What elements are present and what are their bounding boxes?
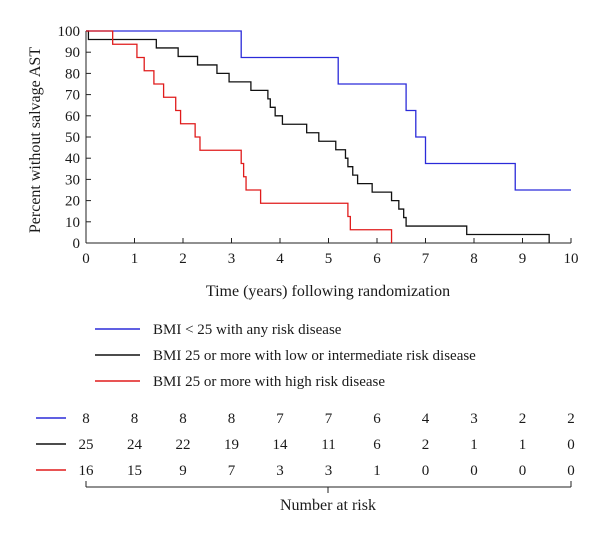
y-tick-label: 40 bbox=[65, 151, 80, 167]
risk-count: 7 bbox=[325, 411, 333, 427]
risk-count: 14 bbox=[273, 437, 289, 453]
risk-count: 0 bbox=[519, 463, 527, 479]
axes bbox=[85, 31, 571, 244]
x-tick-label: 9 bbox=[519, 251, 527, 267]
y-tick-label: 30 bbox=[65, 172, 80, 188]
legend-label-bmi-25-high: BMI 25 or more with high risk disease bbox=[153, 374, 385, 390]
x-tick-label: 10 bbox=[564, 251, 579, 267]
x-axis-title: Time (years) following randomization bbox=[206, 283, 450, 300]
x-tick-label: 2 bbox=[179, 251, 187, 267]
risk-count: 1 bbox=[470, 437, 478, 453]
risk-count: 0 bbox=[567, 437, 575, 453]
risk-count: 7 bbox=[228, 463, 236, 479]
y-tick-label: 10 bbox=[65, 215, 80, 231]
risk-count: 2 bbox=[519, 411, 527, 427]
risk-count: 6 bbox=[373, 437, 381, 453]
risk-count: 2 bbox=[422, 437, 430, 453]
x-ticks: 0 1 2 3 4 5 6 7 8 9 10 bbox=[82, 238, 579, 267]
y-tick-label: 50 bbox=[65, 130, 80, 146]
risk-count: 3 bbox=[276, 463, 284, 479]
risk-count: 16 bbox=[79, 463, 95, 479]
y-tick-label: 60 bbox=[65, 109, 80, 125]
risk-count: 22 bbox=[176, 437, 191, 453]
x-tick-label: 7 bbox=[422, 251, 430, 267]
number-at-risk-label: Number at risk bbox=[280, 497, 376, 514]
y-tick-label: 80 bbox=[65, 66, 80, 82]
legend-entry-bmi-under-25: BMI < 25 with any risk disease bbox=[95, 322, 342, 338]
legend-entry-bmi-25-low-intermediate: BMI 25 or more with low or intermediate … bbox=[95, 348, 476, 364]
x-tick-label: 1 bbox=[131, 251, 139, 267]
risk-count: 1 bbox=[519, 437, 527, 453]
y-tick-label: 100 bbox=[58, 24, 81, 40]
risk-count: 19 bbox=[224, 437, 239, 453]
risk-count: 0 bbox=[422, 463, 430, 479]
y-tick-label: 0 bbox=[73, 236, 81, 252]
legend: BMI < 25 with any risk disease BMI 25 or… bbox=[95, 322, 476, 390]
y-tick-label: 20 bbox=[65, 194, 80, 210]
series-line-bmi-under-25 bbox=[86, 30, 571, 191]
risk-count: 8 bbox=[228, 411, 236, 427]
risk-count: 11 bbox=[321, 437, 335, 453]
risk-count: 7 bbox=[276, 411, 284, 427]
y-tick-label: 70 bbox=[65, 88, 80, 104]
legend-label-bmi-25-low-intermediate: BMI 25 or more with low or intermediate … bbox=[153, 348, 476, 364]
risk-count: 8 bbox=[82, 411, 90, 427]
risk-count: 8 bbox=[179, 411, 187, 427]
x-tick-label: 8 bbox=[470, 251, 478, 267]
series-line-bmi-25-low-intermediate bbox=[86, 30, 550, 243]
risk-count: 8 bbox=[131, 411, 139, 427]
risk-count: 2 bbox=[567, 411, 575, 427]
legend-entry-bmi-25-high: BMI 25 or more with high risk disease bbox=[95, 374, 385, 390]
risk-count: 0 bbox=[470, 463, 478, 479]
risk-count: 6 bbox=[373, 411, 381, 427]
risk-count: 3 bbox=[470, 411, 478, 427]
risk-count: 25 bbox=[79, 437, 94, 453]
x-tick-label: 5 bbox=[325, 251, 333, 267]
series-group bbox=[86, 30, 571, 243]
risk-count: 24 bbox=[127, 437, 143, 453]
series-line-bmi-25-high bbox=[86, 30, 393, 243]
x-tick-label: 3 bbox=[228, 251, 236, 267]
x-tick-label: 6 bbox=[373, 251, 381, 267]
x-tick-label: 4 bbox=[276, 251, 284, 267]
y-ticks: 0 10 20 30 40 50 60 70 80 90 100 bbox=[58, 24, 91, 252]
number-at-risk-table: 8 8 8 8 7 7 6 4 3 2 225 24 22 19 14 11 6 2 1 1 016 15 9 7 3 3 1 0 0 0… bbox=[36, 411, 575, 479]
risk-count: 4 bbox=[422, 411, 430, 427]
risk-count: 3 bbox=[325, 463, 333, 479]
risk-count: 15 bbox=[127, 463, 142, 479]
risk-count: 0 bbox=[567, 463, 575, 479]
number-at-risk-bracket: Number at risk bbox=[85, 481, 572, 514]
risk-count: 9 bbox=[179, 463, 187, 479]
risk-count: 1 bbox=[373, 463, 381, 479]
y-tick-label: 90 bbox=[65, 45, 80, 61]
y-axis-title: Percent without salvage AST bbox=[27, 47, 44, 233]
x-tick-label: 0 bbox=[82, 251, 90, 267]
legend-label-bmi-under-25: BMI < 25 with any risk disease bbox=[153, 322, 342, 338]
